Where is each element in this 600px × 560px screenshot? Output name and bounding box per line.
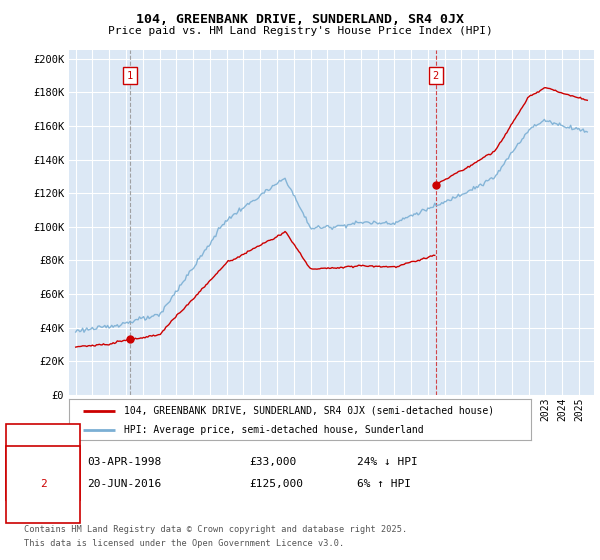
Text: Price paid vs. HM Land Registry's House Price Index (HPI): Price paid vs. HM Land Registry's House … <box>107 26 493 36</box>
Text: 2: 2 <box>40 479 47 489</box>
Text: 1: 1 <box>40 457 47 467</box>
Text: HPI: Average price, semi-detached house, Sunderland: HPI: Average price, semi-detached house,… <box>124 424 424 435</box>
Text: 1: 1 <box>127 71 133 81</box>
Text: 2: 2 <box>433 71 439 81</box>
Text: 104, GREENBANK DRIVE, SUNDERLAND, SR4 0JX: 104, GREENBANK DRIVE, SUNDERLAND, SR4 0J… <box>136 13 464 26</box>
Text: 20-JUN-2016: 20-JUN-2016 <box>87 479 161 489</box>
Text: 6% ↑ HPI: 6% ↑ HPI <box>357 479 411 489</box>
Text: 03-APR-1998: 03-APR-1998 <box>87 457 161 467</box>
Text: £125,000: £125,000 <box>249 479 303 489</box>
Text: £33,000: £33,000 <box>249 457 296 467</box>
Text: 104, GREENBANK DRIVE, SUNDERLAND, SR4 0JX (semi-detached house): 104, GREENBANK DRIVE, SUNDERLAND, SR4 0J… <box>124 405 494 416</box>
Text: This data is licensed under the Open Government Licence v3.0.: This data is licensed under the Open Gov… <box>24 539 344 548</box>
Text: 24% ↓ HPI: 24% ↓ HPI <box>357 457 418 467</box>
Text: Contains HM Land Registry data © Crown copyright and database right 2025.: Contains HM Land Registry data © Crown c… <box>24 525 407 534</box>
